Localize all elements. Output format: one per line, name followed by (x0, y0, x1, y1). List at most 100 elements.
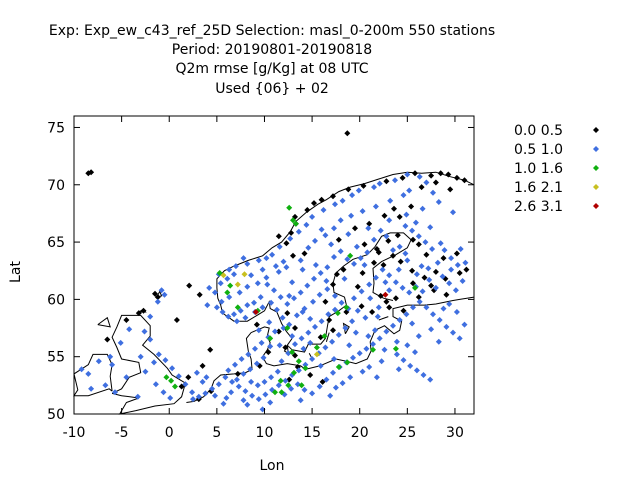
data-point (393, 351, 400, 358)
data-point (400, 307, 407, 314)
data-point (147, 313, 154, 320)
data-point (162, 357, 169, 364)
station-points (78, 130, 470, 413)
data-point (407, 362, 414, 369)
data-point (207, 346, 214, 353)
data-point (390, 252, 396, 259)
x-tick-label: 25 (398, 425, 416, 441)
data-point (147, 336, 154, 343)
data-point (298, 382, 305, 389)
data-point (347, 374, 354, 381)
data-point (237, 307, 244, 314)
data-point (443, 291, 450, 298)
data-point (375, 304, 382, 311)
y-tick-label: 50 (47, 407, 65, 423)
data-point (275, 328, 282, 335)
data-point (409, 320, 416, 327)
data-point (342, 325, 349, 331)
data-point (222, 374, 229, 381)
data-point (299, 309, 306, 315)
coastline-segment (325, 332, 330, 342)
data-point (370, 346, 376, 353)
data-point (376, 180, 383, 187)
data-point (240, 397, 247, 404)
legend-label: 2.6 3.1 (514, 199, 563, 215)
data-point (236, 289, 243, 296)
data-point (323, 376, 330, 383)
data-point (283, 240, 290, 247)
data-point (364, 249, 371, 256)
data-point (344, 130, 351, 137)
data-point (307, 315, 314, 322)
data-point (381, 346, 388, 353)
data-point (251, 299, 257, 306)
data-point (347, 252, 354, 259)
data-point (346, 342, 353, 349)
data-point (393, 338, 400, 345)
data-point (232, 263, 239, 270)
data-point (252, 309, 259, 315)
data-point (193, 369, 200, 376)
data-point (123, 317, 130, 323)
data-point (248, 272, 255, 279)
data-point (365, 333, 372, 340)
data-point (382, 279, 389, 286)
data-point (359, 368, 366, 375)
data-point (234, 370, 241, 377)
data-point (436, 317, 443, 323)
x-tick-label: -5 (115, 425, 129, 441)
data-point (268, 374, 275, 381)
data-point (360, 182, 367, 189)
data-point (135, 310, 142, 317)
data-point (242, 388, 249, 395)
data-point (337, 217, 344, 224)
legend-label: 1.6 2.1 (514, 180, 563, 196)
data-point (450, 329, 456, 336)
data-point (178, 383, 185, 390)
data-point (409, 267, 416, 274)
data-point (322, 344, 329, 351)
data-point (224, 275, 231, 282)
data-point (396, 243, 403, 250)
data-point (134, 393, 141, 400)
data-point (397, 258, 404, 265)
data-point (390, 322, 396, 329)
data-point (291, 369, 297, 376)
data-point (392, 345, 399, 352)
data-point (225, 367, 232, 374)
coastline-segment (378, 316, 389, 321)
data-point (404, 257, 411, 264)
legend-marker (593, 127, 599, 133)
data-point (123, 374, 130, 381)
data-point (220, 272, 227, 279)
data-point (276, 342, 283, 349)
data-point (418, 184, 425, 191)
data-point (331, 356, 337, 362)
data-point (426, 276, 433, 283)
data-point (325, 311, 332, 318)
data-point (441, 247, 448, 254)
data-point (427, 376, 434, 383)
data-point (309, 390, 316, 397)
data-point (275, 233, 282, 240)
data-point (257, 294, 264, 301)
data-point (317, 270, 324, 276)
data-point (280, 258, 287, 265)
data-point (353, 243, 360, 250)
data-point (408, 203, 415, 210)
data-point (316, 291, 323, 298)
data-point (366, 281, 373, 288)
data-point (154, 298, 161, 305)
data-point (244, 302, 251, 309)
data-point (154, 294, 161, 301)
data-point (161, 291, 168, 298)
data-point (450, 209, 456, 216)
data-point (440, 305, 447, 312)
legend-label: 1.0 1.6 (514, 161, 563, 177)
data-point (160, 389, 167, 396)
data-point (335, 236, 342, 243)
data-point (432, 284, 439, 291)
data-point (332, 384, 339, 391)
data-point (322, 232, 329, 239)
data-point (324, 286, 331, 293)
